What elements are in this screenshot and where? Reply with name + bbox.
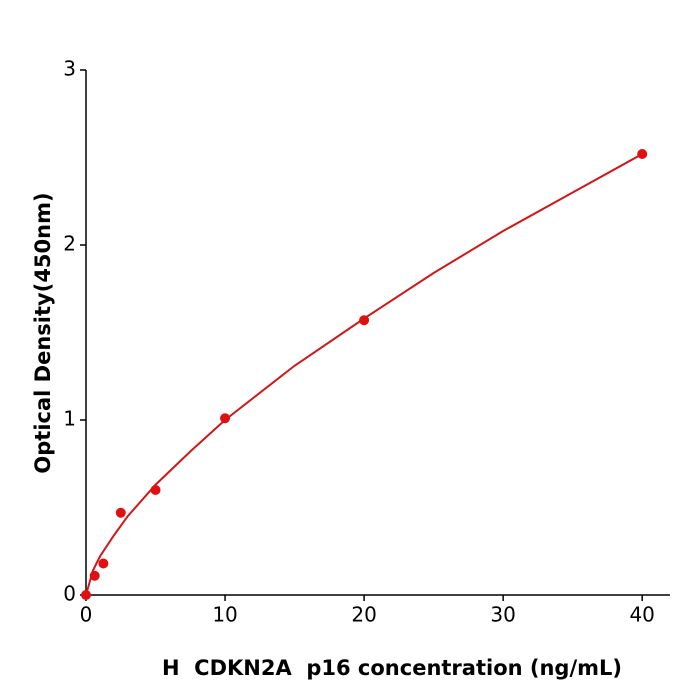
x-tick-label: 0 xyxy=(80,603,93,627)
x-axis-label: H CDKN2A p16 concentration (ng/mL) xyxy=(162,656,622,680)
y-tick-label: 3 xyxy=(63,57,76,81)
data-point xyxy=(359,315,370,326)
data-point xyxy=(220,413,231,424)
data-point xyxy=(115,507,126,518)
data-point xyxy=(637,149,648,159)
y-tick-label: 0 xyxy=(63,582,76,606)
data-point xyxy=(89,570,100,581)
x-tick-label: 10 xyxy=(212,603,237,627)
data-point xyxy=(81,590,91,600)
y-tick-label: 2 xyxy=(63,232,76,256)
x-tick-label: 20 xyxy=(351,603,376,627)
data-point xyxy=(150,485,161,495)
fit-curve xyxy=(85,153,643,596)
x-tick-label: 40 xyxy=(629,603,654,627)
data-point xyxy=(98,558,109,569)
y-tick-label: 1 xyxy=(63,407,76,431)
x-tick-label: 30 xyxy=(490,603,515,627)
y-axis-label: Optical Density(450nm) xyxy=(31,192,55,473)
